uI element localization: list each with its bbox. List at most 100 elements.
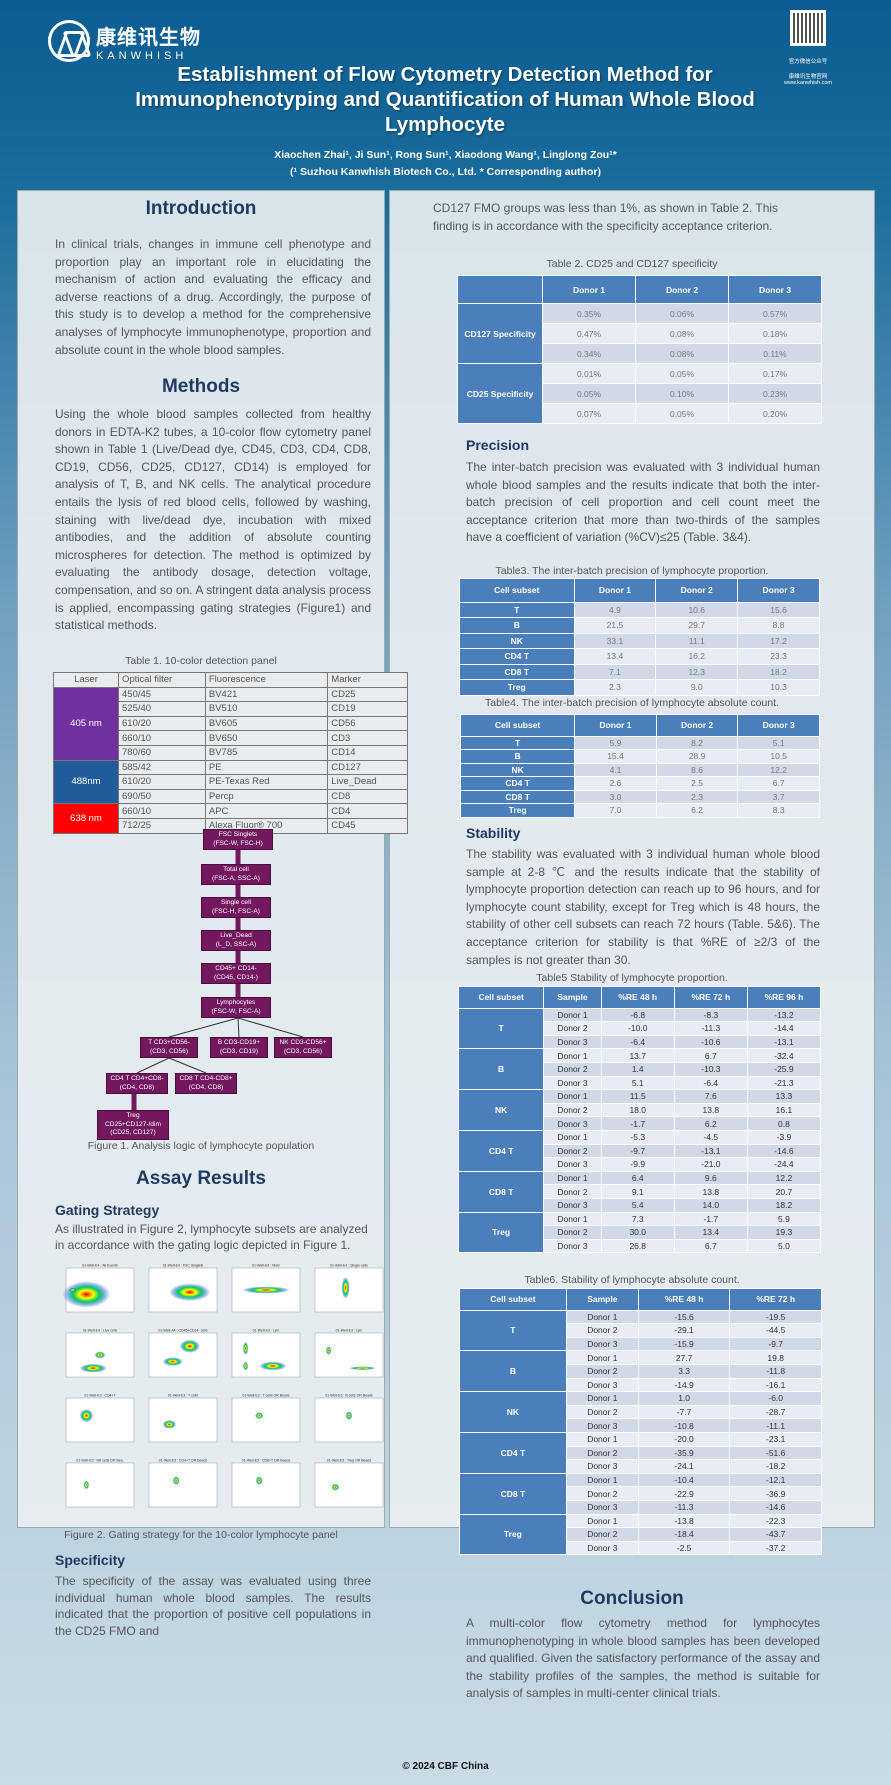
flow-node-text: Total cell [223,866,249,873]
flow-node-cd45-cd14: CD45+ CD14- (CD45, CD14-) [201,963,271,984]
gating-text: As illustrated in Figure 2, lymphocyte s… [55,1222,368,1252]
table-cell: -7.7 [637,1404,731,1420]
table-cell: -14.6 [746,1143,822,1159]
table-cell: 28.9 [655,749,739,764]
table-cell: Donor 1 [543,1007,602,1023]
table-row: B Donor 1 13.7 6.7 -32.4 [457,1048,822,1091]
header-cell: Sample [565,1288,639,1311]
table-cell: 13.7 [600,1048,675,1063]
table-row: Donor 2 -7.7 -28.7 [460,1404,822,1420]
affiliation: (¹ Suzhou Kanwhish Biotech Co., Ltd. * C… [290,166,601,178]
table-cell: -11.1 [729,1418,822,1433]
table-row: 405 nm 450/45 BV421 CD25 [53,686,408,761]
header-cell: Cell subset [457,986,545,1009]
table-cell: -10.0 [600,1021,675,1036]
table-cell: 21.5 [573,617,657,634]
table-row: 0.34% 0.08% 0.11% [458,343,822,364]
table-cell: 4.1 [574,762,657,777]
table-cell: CD45 [327,817,408,834]
gating-plot: 01-Well-E4 : FSC Singlets [148,1264,218,1313]
flow-node-text: CD45+ CD14- [215,965,257,972]
gating-plot: 01-Well-E3 : CD4+T [65,1394,135,1443]
row-label-cell: NK [459,632,575,649]
table-cell: Donor 2 [543,1061,602,1077]
table-cell: 0.05% [635,363,729,384]
table-cell: BV650 [204,730,329,746]
table-cell: 610/20 [118,774,206,790]
table-cell: Donor 1 [543,1129,602,1145]
table-cell: -28.7 [729,1404,822,1420]
table-row: 610/20 BV605 CD56 [54,715,408,732]
qr-label-site: 康维讯生物官网 [788,74,828,80]
flow-node-fsc-singlets: FSC Singlets (FSC-W, FSC-H) [203,829,273,850]
table-cell: Percp [204,788,329,805]
table-cell: -13.1 [673,1143,748,1159]
table-cell: 0.23% [728,383,822,404]
flow-node-text: Treg CD25+CD127-/dim [105,1112,161,1128]
table-row: Donor 3 5.1 -6.4 -21.3 [459,1075,822,1091]
table-cell: 13.3 [746,1089,822,1104]
header-cell: Cell subset [459,714,576,737]
laser-cell: 488nm [53,759,119,805]
table-row: 0.05% 0.10% 0.23% [458,383,822,404]
table3: Cell subset Donor 1 Donor 2 Donor 3 T 4.9 10.6… [459,578,820,696]
table-cell: 3.0 [574,789,657,804]
table-cell: Donor 3 [565,1418,639,1433]
group-label-cell: CD4 T [459,1431,567,1474]
table-row: Treg 7.0 6.2 8.3 [459,803,820,818]
table-cell: 660/10 [118,803,206,819]
table-cell: 0.11% [728,343,822,364]
table-cell: -36.9 [729,1486,822,1501]
header-cell: Donor 2 [635,275,729,304]
gating-plot: 01-Well-E3 : T cells OR Beads [231,1394,301,1443]
table-cell: 12.2 [737,762,820,777]
figure2-gating-plots: 01-Well-E4 : All Events 01-Well-E4 : FSC … [62,1264,384,1508]
table-cell: 0.07% [542,403,636,424]
table-cell: -21.3 [746,1075,822,1091]
table-row: NK Donor 1 11.5 7.6 13.3 [457,1089,822,1131]
table-row: T Donor 1 -15.6 -19.5 [459,1309,822,1352]
table-cell: -25.9 [746,1061,822,1077]
header-cell: %RE 48 h [637,1288,731,1311]
table-cell: 8.3 [737,803,820,818]
table-cell: 712/25 [118,817,206,834]
table-row: Donor 2 9.1 13.8 20.7 [459,1184,822,1199]
table-cell: 16.2 [655,648,739,665]
table-row: CD8 T Donor 1 6.4 9.6 12.2 [457,1170,822,1213]
kanwhish-logo: 康维讯生物 KANWHISH [48,20,201,62]
table5-caption: Table5 Stability of lymphocyte proportio… [536,972,728,984]
header-cell: %RE 72 h [729,1288,822,1311]
table-cell: Donor 3 [565,1377,639,1393]
table-cell: -29.1 [637,1323,731,1338]
table-header-row: Cell subset Donor 1 Donor 2 Donor 3 [459,578,820,603]
table-cell: CD14 [327,744,408,761]
table-cell: 6.7 [737,776,820,791]
table-cell: -13.1 [746,1034,822,1050]
table-cell: Donor 1 [543,1211,602,1227]
table-cell: Donor 1 [565,1391,639,1406]
table-cell: 0.10% [635,383,729,404]
table4-caption: Table4. The inter-batch precision of lym… [485,697,779,709]
table-cell: 0.01% [542,363,636,384]
header-cell [457,275,543,304]
table-cell: -32.4 [746,1048,822,1063]
flow-node-text: (FSC-W, FSC-A) [211,1007,261,1015]
table-cell: -10.3 [673,1061,748,1077]
header-cell: Cell subset [459,578,575,603]
table6: Cell subset Sample %RE 48 h %RE 72 h T Donor … [459,1288,822,1556]
header-cell: Donor 3 [728,275,822,304]
table-row: CD127 Specificity 0.35% 0.06% 0.57% [457,303,822,364]
table-cell: Donor 2 [543,1021,602,1036]
flow-node-text: CD8 T CD4-CD8+ [179,1075,233,1082]
header-cell: Cell subset [459,1288,567,1311]
figure1-caption: Figure 1. Analysis logic of lymphocyte p… [87,1140,315,1152]
table-cell: 3.3 [637,1363,731,1379]
table-cell: 27.7 [637,1350,731,1365]
table4: Cell subset Donor 1 Donor 2 Donor 3 T 5.9 8.2 5… [459,714,820,818]
table-cell: -14.6 [729,1499,822,1515]
table-cell: 0.08% [635,343,729,364]
flow-node-text: Live_Dead [220,932,252,939]
table-cell: 13.4 [673,1225,748,1240]
flow-node-t-cells: T CD3+CD56- (CD3, CD56) [140,1037,198,1058]
flow-node-text: (CD3, CD56) [283,1047,323,1055]
